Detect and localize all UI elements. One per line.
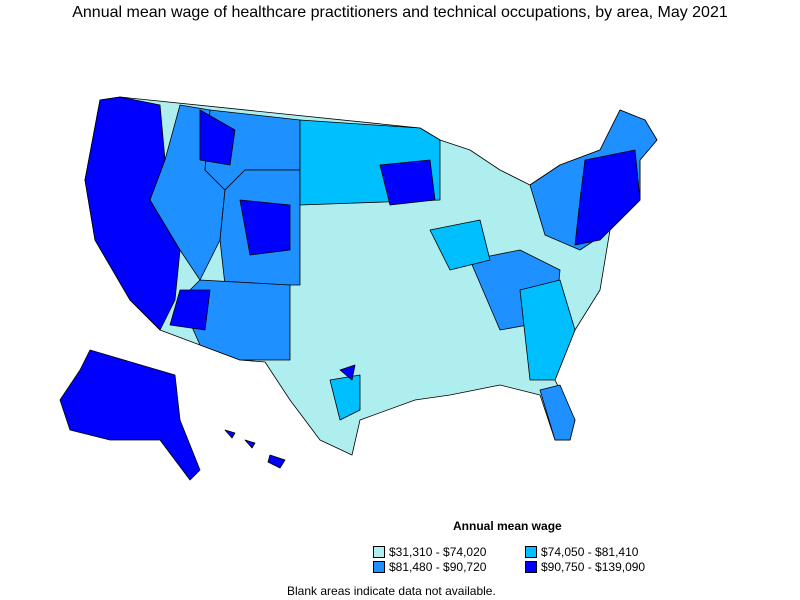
map-area <box>379 159 436 206</box>
legend-item-1: $31,310 - $74,020 <box>373 545 486 559</box>
map-area <box>539 384 576 441</box>
map-area <box>267 454 286 469</box>
map-area <box>244 439 256 449</box>
map-title: Annual mean wage of healthcare practitio… <box>72 4 728 21</box>
legend-swatch <box>373 546 385 558</box>
legend-item-2: $74,050 - $81,410 <box>525 545 638 559</box>
legend-swatch <box>373 561 385 573</box>
legend-title: Annual mean wage <box>453 519 562 533</box>
map-area <box>169 289 211 331</box>
map-area <box>429 219 491 271</box>
map-area <box>199 109 236 166</box>
legend-item-4: $90,750 - $139,090 <box>525 560 645 574</box>
legend-label: $31,310 - $74,020 <box>389 545 487 559</box>
legend-swatch <box>525 546 537 558</box>
map-area <box>239 199 291 256</box>
legend-label: $74,050 - $81,410 <box>541 545 639 559</box>
legend-label: $81,480 - $90,720 <box>389 560 487 574</box>
legend-swatch <box>525 561 537 573</box>
map-area <box>339 364 356 381</box>
footnote: Blank areas indicate data not available. <box>287 584 496 598</box>
map-area <box>224 429 236 439</box>
legend-label: $90,750 - $139,090 <box>541 560 646 574</box>
map-area <box>519 279 576 381</box>
legend-item-3: $81,480 - $90,720 <box>373 560 486 574</box>
map-area <box>574 149 641 246</box>
map-area <box>59 349 201 481</box>
map-area <box>84 96 181 331</box>
